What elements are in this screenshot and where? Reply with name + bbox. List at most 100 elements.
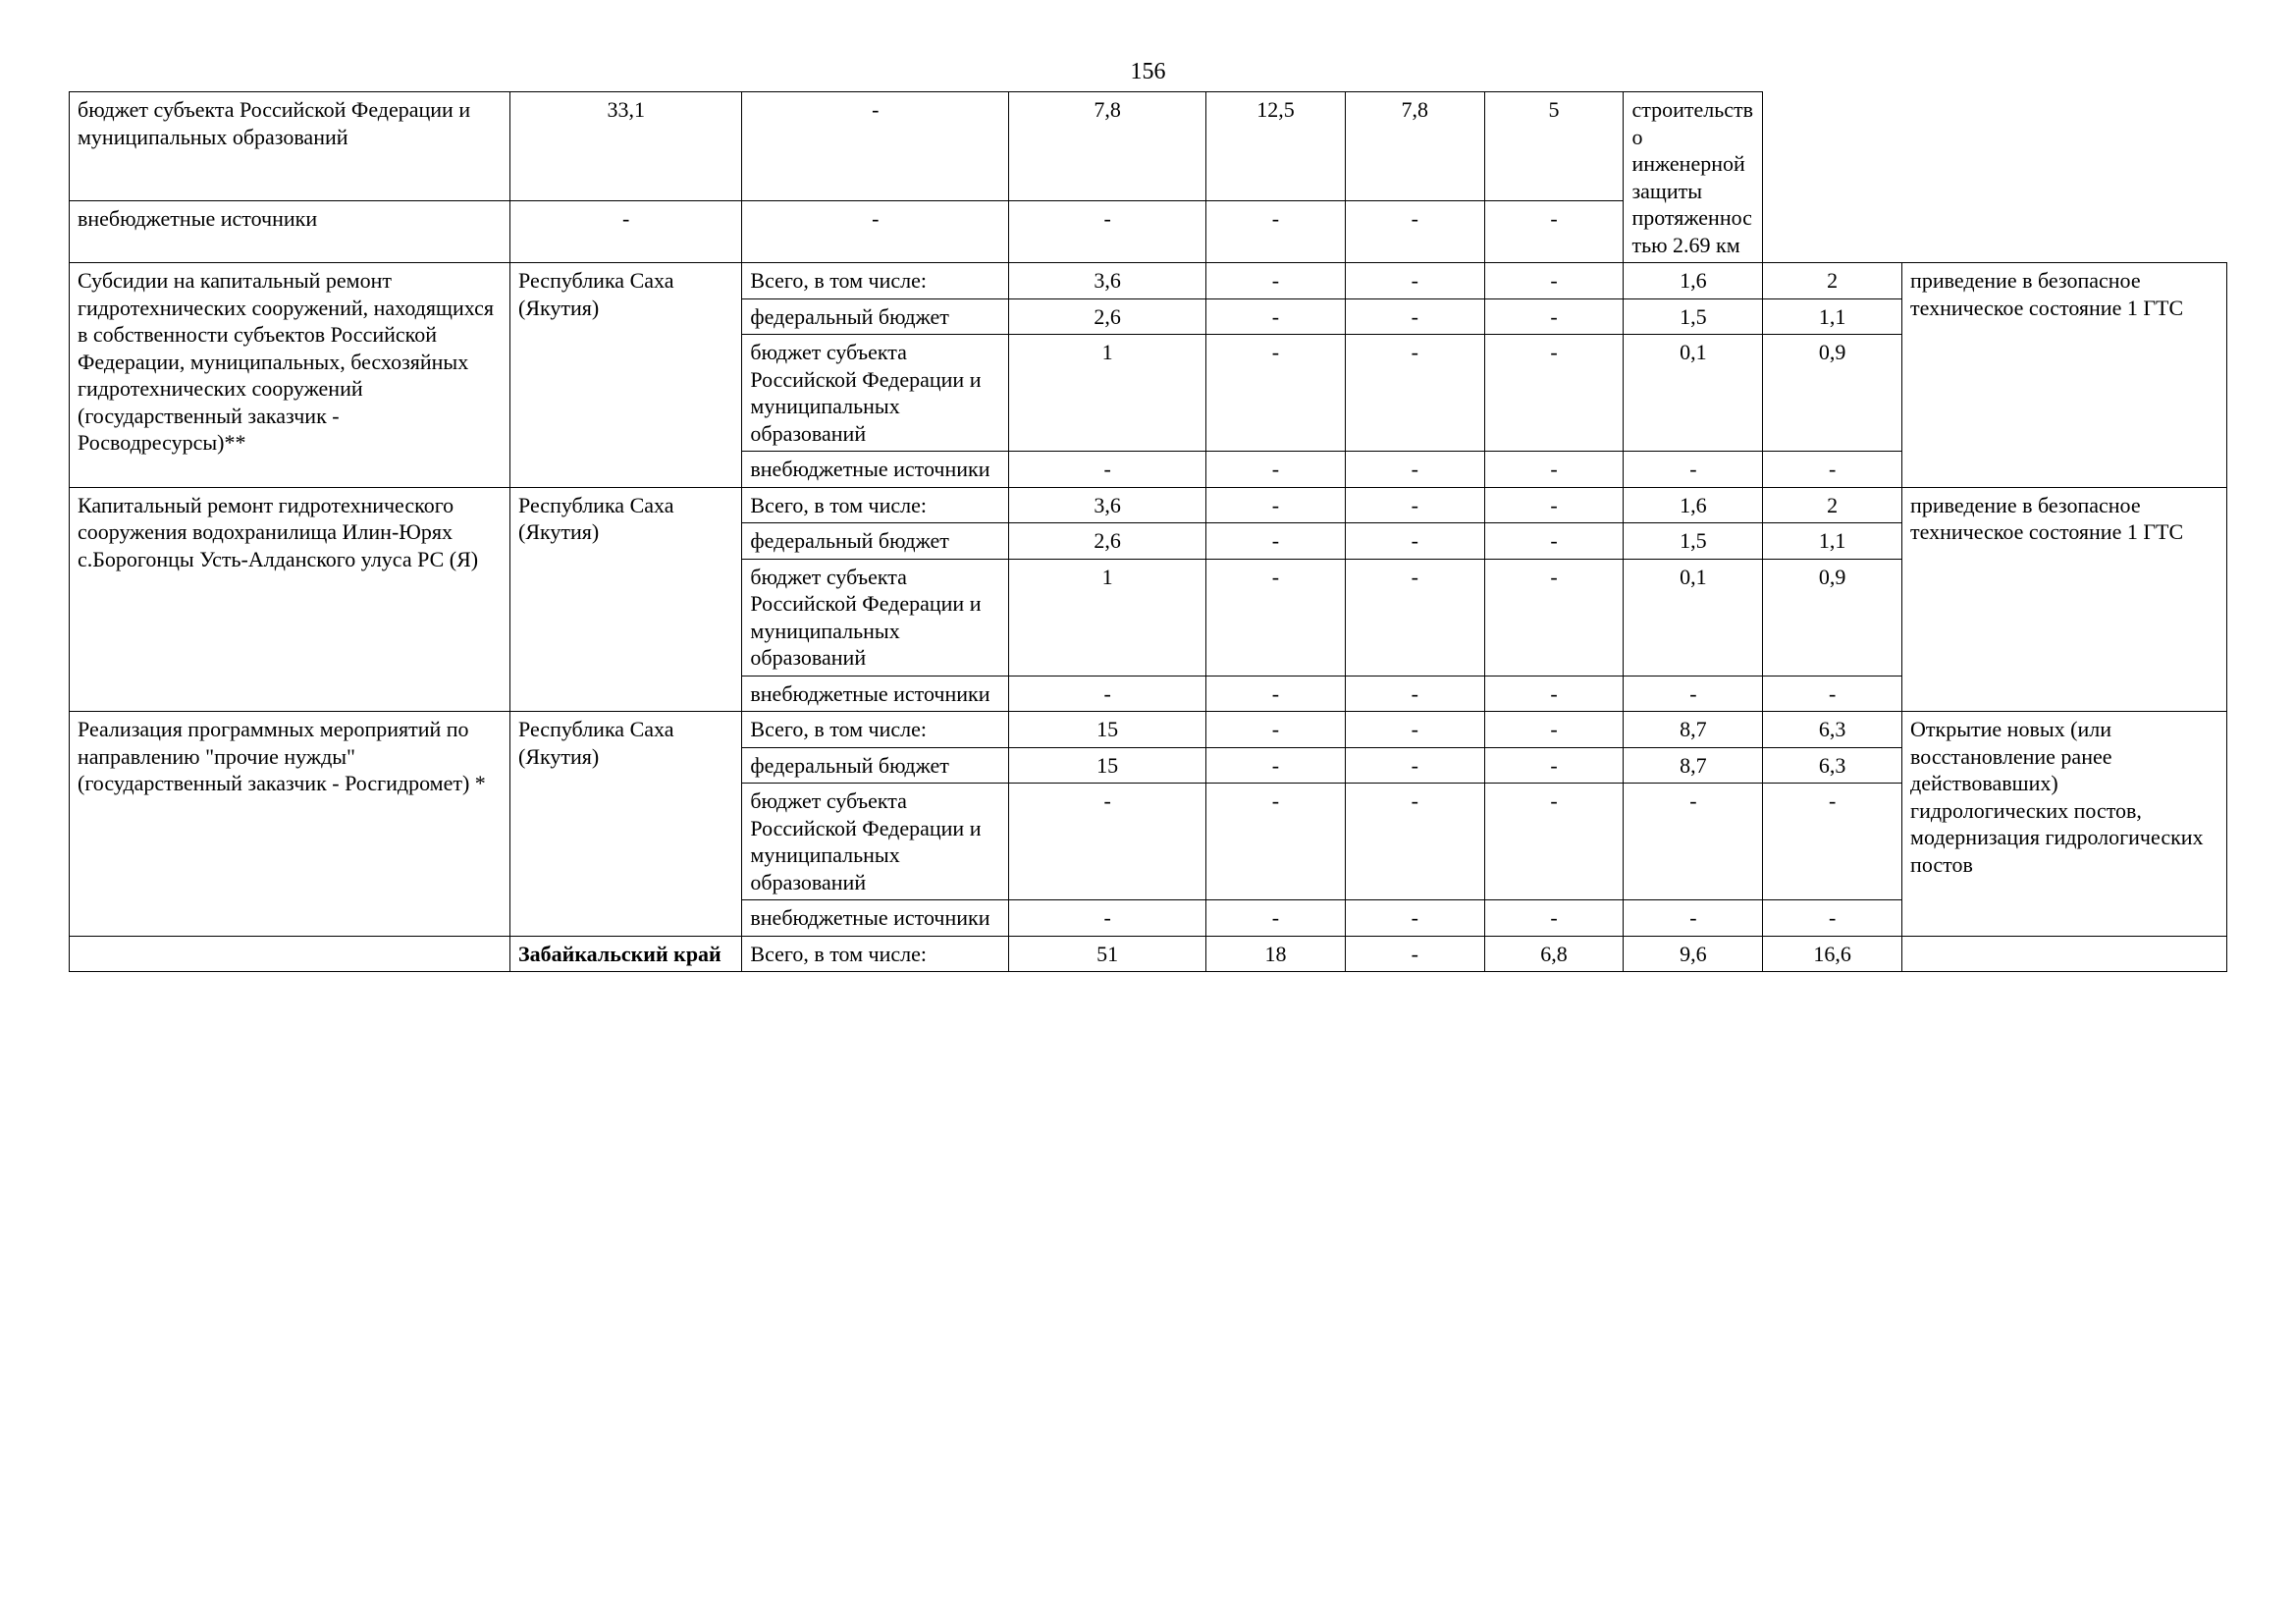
value-cell: 1,5 <box>1624 298 1763 335</box>
value-cell: 6,3 <box>1763 712 1902 748</box>
value-cell: - <box>1206 487 1346 523</box>
value-cell: - <box>1624 676 1763 712</box>
value-cell: - <box>1345 263 1484 299</box>
value-cell: - <box>1763 676 1902 712</box>
value-cell: - <box>1206 712 1346 748</box>
value-cell: 15 <box>1009 747 1206 784</box>
budget-type-cell: внебюджетные источники <box>70 200 510 262</box>
value-cell: - <box>1009 452 1206 488</box>
note-cell: строительство инженерной защиты протяжен… <box>1624 92 1763 263</box>
value-cell: 7,8 <box>1345 92 1484 201</box>
table-row: Субсидии на капитальный ремонт гидротехн… <box>70 263 2227 299</box>
note-cell <box>1902 936 2227 972</box>
value-cell: - <box>1206 559 1346 676</box>
value-cell: - <box>1206 263 1346 299</box>
value-cell: - <box>1345 747 1484 784</box>
value-cell: - <box>1484 263 1624 299</box>
value-cell: 3,6 <box>1009 487 1206 523</box>
value-cell: 1,6 <box>1624 487 1763 523</box>
value-cell: 0,9 <box>1763 559 1902 676</box>
value-cell: 7,8 <box>1009 92 1206 201</box>
budget-type-cell: федеральный бюджет <box>742 298 1009 335</box>
value-cell: 2 <box>1763 487 1902 523</box>
value-cell: - <box>1345 900 1484 937</box>
value-cell: - <box>1345 452 1484 488</box>
value-cell: 18 <box>1206 936 1346 972</box>
value-cell: - <box>1009 200 1206 262</box>
value-cell: - <box>1206 298 1346 335</box>
value-cell: - <box>1624 452 1763 488</box>
value-cell: - <box>1345 559 1484 676</box>
value-cell: 1,1 <box>1763 298 1902 335</box>
value-cell: 6,8 <box>1484 936 1624 972</box>
value-cell: - <box>1206 200 1346 262</box>
value-cell: 8,7 <box>1624 747 1763 784</box>
description-cell: Капитальный ремонт гидротехнического соо… <box>70 487 510 712</box>
value-cell: - <box>1009 784 1206 900</box>
value-cell: - <box>1484 452 1624 488</box>
value-cell: 33,1 <box>510 92 742 201</box>
budget-type-cell: федеральный бюджет <box>742 747 1009 784</box>
table-row: бюджет субъекта Российской Федерации и м… <box>70 92 2227 201</box>
region-cell: Забайкальский край <box>510 936 742 972</box>
value-cell: - <box>1206 784 1346 900</box>
value-cell: 6,3 <box>1763 747 1902 784</box>
region-cell: Республика Саха (Якутия) <box>510 712 742 937</box>
budget-type-cell: Всего, в том числе: <box>742 487 1009 523</box>
value-cell: - <box>1484 200 1624 262</box>
value-cell: - <box>1345 298 1484 335</box>
page-number: 156 <box>69 59 2227 85</box>
value-cell: - <box>1763 452 1902 488</box>
budget-table: бюджет субъекта Российской Федерации и м… <box>69 91 2227 972</box>
value-cell: - <box>1206 335 1346 452</box>
value-cell: 1,5 <box>1624 523 1763 560</box>
value-cell: - <box>1345 200 1484 262</box>
description-cell <box>70 936 510 972</box>
value-cell: - <box>742 200 1009 262</box>
budget-type-cell: внебюджетные источники <box>742 452 1009 488</box>
region-cell: Республика Саха (Якутия) <box>510 487 742 712</box>
value-cell: 2,6 <box>1009 298 1206 335</box>
value-cell: 1,1 <box>1763 523 1902 560</box>
budget-type-cell: бюджет субъекта Российской Федерации и м… <box>70 92 510 201</box>
note-cell: приведение в безопасное техническое сост… <box>1902 263 2227 488</box>
value-cell: - <box>1345 335 1484 452</box>
value-cell: - <box>1009 676 1206 712</box>
value-cell: 1,6 <box>1624 263 1763 299</box>
value-cell: - <box>1484 335 1624 452</box>
table-row: Капитальный ремонт гидротехнического соо… <box>70 487 2227 523</box>
value-cell: 8,7 <box>1624 712 1763 748</box>
value-cell: - <box>1484 900 1624 937</box>
value-cell: - <box>1624 900 1763 937</box>
value-cell: 1 <box>1009 335 1206 452</box>
budget-type-cell: внебюджетные источники <box>742 900 1009 937</box>
note-cell: приведение в безопасное техническое сост… <box>1902 487 2227 712</box>
value-cell: 15 <box>1009 712 1206 748</box>
value-cell: - <box>1484 487 1624 523</box>
budget-type-cell: Всего, в том числе: <box>742 936 1009 972</box>
budget-type-cell: Всего, в том числе: <box>742 712 1009 748</box>
value-cell: - <box>1484 523 1624 560</box>
value-cell: 0,1 <box>1624 335 1763 452</box>
value-cell: - <box>1206 676 1346 712</box>
value-cell: 2,6 <box>1009 523 1206 560</box>
note-cell: Открытие новых (или восстановление ранее… <box>1902 712 2227 937</box>
value-cell: - <box>1763 900 1902 937</box>
value-cell: 0,1 <box>1624 559 1763 676</box>
value-cell: 51 <box>1009 936 1206 972</box>
value-cell: - <box>1206 747 1346 784</box>
value-cell: - <box>1484 712 1624 748</box>
value-cell: 12,5 <box>1206 92 1346 201</box>
description-cell: Субсидии на капитальный ремонт гидротехн… <box>70 263 510 488</box>
value-cell: - <box>510 200 742 262</box>
value-cell: - <box>1484 747 1624 784</box>
region-cell: Республика Саха (Якутия) <box>510 263 742 488</box>
value-cell: 16,6 <box>1763 936 1902 972</box>
budget-type-cell: бюджет субъекта Российской Федерации и м… <box>742 559 1009 676</box>
value-cell: - <box>1345 523 1484 560</box>
value-cell: - <box>1206 900 1346 937</box>
value-cell: - <box>742 92 1009 201</box>
value-cell: 0,9 <box>1763 335 1902 452</box>
value-cell: - <box>1009 900 1206 937</box>
value-cell: - <box>1484 559 1624 676</box>
